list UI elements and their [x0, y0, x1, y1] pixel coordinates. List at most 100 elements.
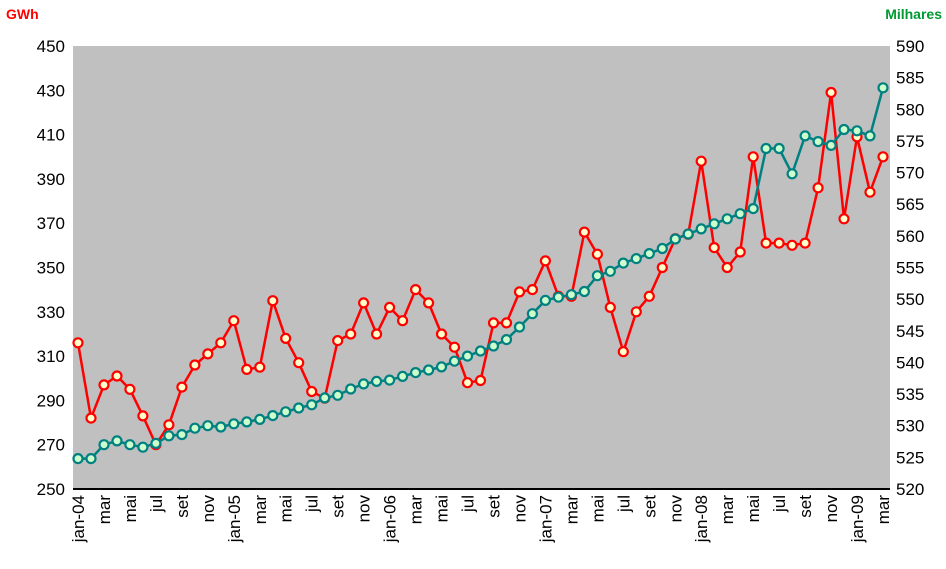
x-tick-label: nov [199, 495, 218, 523]
y-right-tick-label: 585 [896, 69, 924, 88]
y-left-tick-label: 250 [37, 480, 65, 499]
x-tick-label: nov [822, 495, 841, 523]
data-point [760, 142, 772, 155]
data-point [695, 155, 707, 167]
data-point [526, 284, 539, 296]
x-tick-label: nov [666, 495, 685, 523]
data-point [280, 406, 292, 418]
data-point [98, 379, 110, 391]
data-point [228, 315, 240, 327]
x-tick-label: nov [510, 495, 529, 523]
data-point [578, 226, 591, 238]
plot-area-background [73, 46, 890, 489]
data-point [254, 361, 266, 373]
data-point [163, 430, 175, 442]
data-point [851, 125, 863, 137]
data-point [721, 261, 733, 274]
data-point [656, 261, 668, 274]
x-tick-label: jan-08 [692, 495, 711, 543]
data-point [435, 361, 448, 373]
y-right-tick-label: 555 [896, 259, 924, 278]
y-right-tick-label: 580 [896, 100, 924, 119]
y-right-tick-label: 565 [896, 195, 924, 214]
x-tick-label: set [640, 495, 659, 518]
y-right-tick-label: 550 [896, 290, 924, 309]
data-point [630, 253, 642, 265]
data-point [345, 328, 357, 340]
y-right-tick-label: 535 [896, 385, 924, 404]
data-point [578, 285, 591, 298]
data-point [137, 441, 149, 453]
x-ticks: jan-04 mar mai jul set nov jan-05 mar mai jul set n… [69, 495, 893, 544]
data-point [293, 357, 305, 369]
x-tick-label: jul [459, 495, 478, 513]
y-left-tick-label: 310 [37, 347, 65, 366]
data-point [72, 453, 84, 465]
data-point [773, 142, 785, 155]
data-point [202, 420, 214, 432]
data-point [786, 239, 798, 251]
x-tick-label: set [329, 495, 348, 518]
data-point [332, 335, 344, 347]
x-tick-label: mar [95, 495, 114, 525]
y-right-tick-label: 520 [896, 480, 924, 499]
data-point [98, 439, 110, 451]
data-point [734, 246, 746, 258]
data-point [423, 364, 435, 376]
data-point [241, 363, 253, 375]
data-point [202, 348, 214, 360]
y-left-tick-label: 430 [37, 81, 65, 100]
data-point [747, 203, 759, 215]
data-point [215, 337, 227, 349]
data-point [708, 242, 720, 254]
y-right-tick-label: 545 [896, 322, 924, 341]
data-point [228, 418, 240, 430]
data-point [864, 130, 876, 142]
data-point [423, 297, 435, 309]
data-point [267, 295, 279, 307]
data-point [643, 290, 655, 302]
x-tick-label: jan-04 [69, 495, 88, 543]
y-left-tick-label: 270 [37, 436, 65, 455]
x-tick-label: mar [874, 495, 893, 525]
y-right-tick-label: 530 [896, 417, 924, 436]
data-point [643, 248, 655, 260]
y-right-tick-label: 525 [896, 448, 924, 467]
data-point [189, 359, 201, 371]
data-point [591, 270, 604, 282]
data-point [773, 237, 785, 249]
y-left-tick-label: 370 [37, 214, 65, 233]
x-tick-label: jul [147, 495, 166, 513]
data-point [513, 286, 526, 298]
data-point [526, 308, 539, 320]
data-point [877, 82, 889, 94]
y-right-tick-label: 575 [896, 132, 924, 151]
data-point [630, 306, 642, 318]
data-point [410, 284, 422, 296]
x-tick-label: set [484, 495, 503, 518]
y-left-unit-label: GWh [6, 6, 39, 22]
data-point [280, 332, 292, 344]
data-point [760, 237, 772, 249]
data-point [682, 228, 694, 240]
data-point [604, 265, 616, 277]
data-point [734, 208, 746, 220]
data-point [565, 289, 578, 301]
data-point [137, 410, 149, 422]
data-point [474, 374, 487, 387]
data-point [617, 257, 629, 269]
y-right-tick-label: 560 [896, 227, 924, 246]
x-tick-label: mar [562, 495, 581, 525]
x-tick-label: mai [121, 495, 140, 522]
data-point [539, 255, 552, 267]
series-2 [72, 82, 889, 465]
data-point [163, 419, 175, 431]
y-left-ticks: 250 270 290 310 330 350 370 390 410 430 450 [37, 37, 65, 499]
data-point [695, 223, 707, 235]
data-point [604, 301, 616, 313]
data-point [448, 355, 461, 367]
y-right-tick-label: 590 [896, 37, 924, 56]
data-point [617, 346, 629, 358]
data-point [838, 123, 850, 136]
